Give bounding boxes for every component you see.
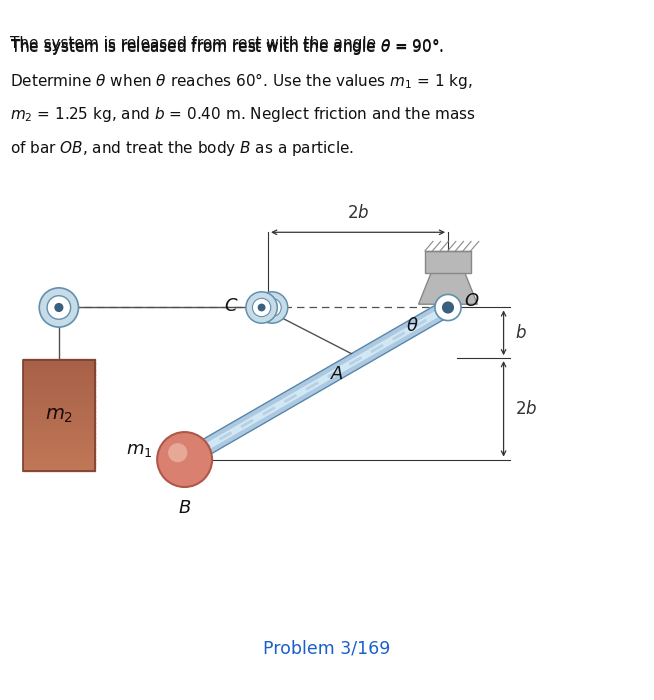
- Text: $m_2$ = 1.25 kg, and $b$ = 0.40 m. Neglect friction and the mass: $m_2$ = 1.25 kg, and $b$ = 0.40 m. Negle…: [10, 106, 476, 125]
- Text: $O$: $O$: [464, 292, 480, 310]
- Circle shape: [47, 295, 71, 319]
- Text: Problem 3/169: Problem 3/169: [264, 639, 390, 657]
- Circle shape: [256, 292, 288, 323]
- Circle shape: [246, 292, 277, 323]
- Circle shape: [435, 295, 461, 321]
- Text: The system is released from rest with the angle: The system is released from rest with th…: [10, 36, 381, 51]
- Text: The system is released from rest with the angle $\theta$ = 90°.: The system is released from rest with th…: [10, 37, 444, 57]
- Polygon shape: [419, 272, 477, 304]
- Circle shape: [443, 302, 453, 313]
- Text: $m_2$: $m_2$: [44, 406, 73, 425]
- Text: $A$: $A$: [330, 365, 344, 383]
- Text: The system is released from rest with the angle $\theta$ = 90°.: The system is released from rest with th…: [10, 36, 444, 56]
- Text: of bar $OB$, and treat the body $B$ as a particle.: of bar $OB$, and treat the body $B$ as a…: [10, 139, 354, 158]
- Circle shape: [39, 288, 78, 327]
- Text: Determine $\theta$ when $\theta$ reaches 60°. Use the values $m_1$ = 1 kg,: Determine $\theta$ when $\theta$ reaches…: [10, 71, 473, 92]
- Text: $\theta$: $\theta$: [405, 317, 419, 335]
- Text: $b$: $b$: [515, 324, 527, 342]
- Bar: [425, 251, 471, 274]
- Circle shape: [54, 303, 63, 312]
- Circle shape: [268, 304, 276, 312]
- Circle shape: [258, 304, 266, 312]
- Bar: [23, 360, 95, 471]
- Text: $m_1$: $m_1$: [126, 441, 152, 458]
- Circle shape: [263, 298, 281, 316]
- Text: $2b$: $2b$: [515, 400, 538, 418]
- Text: $2b$: $2b$: [347, 204, 370, 223]
- Text: $C$: $C$: [224, 297, 239, 314]
- Circle shape: [252, 298, 271, 316]
- Text: $B$: $B$: [178, 499, 191, 517]
- Circle shape: [168, 443, 187, 462]
- Circle shape: [157, 432, 212, 487]
